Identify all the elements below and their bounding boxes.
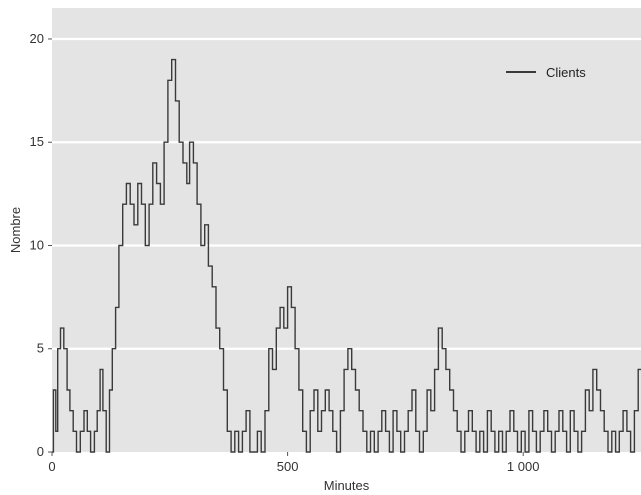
x-tick-label: 1 000 [507, 459, 540, 474]
legend: Clients [506, 65, 586, 80]
y-tick-label: 20 [30, 31, 44, 46]
series-line-clients [52, 58, 641, 453]
legend-label-clients: Clients [546, 65, 586, 80]
x-tick-label: 0 [48, 459, 55, 474]
y-tick-label: 5 [37, 341, 44, 356]
y-axis: 0 5 10 15 20 [30, 31, 52, 459]
y-tick-label: 10 [30, 237, 44, 252]
plot-area [52, 8, 641, 452]
x-axis-label: Minutes [324, 478, 370, 493]
x-axis: 0 500 1 000 [48, 452, 539, 474]
y-tick-label: 0 [37, 444, 44, 459]
y-axis-label: Nombre [8, 207, 23, 253]
y-tick-label: 15 [30, 134, 44, 149]
x-tick-label: 500 [277, 459, 299, 474]
grid-lines [52, 37, 641, 350]
series-clients [52, 58, 641, 453]
